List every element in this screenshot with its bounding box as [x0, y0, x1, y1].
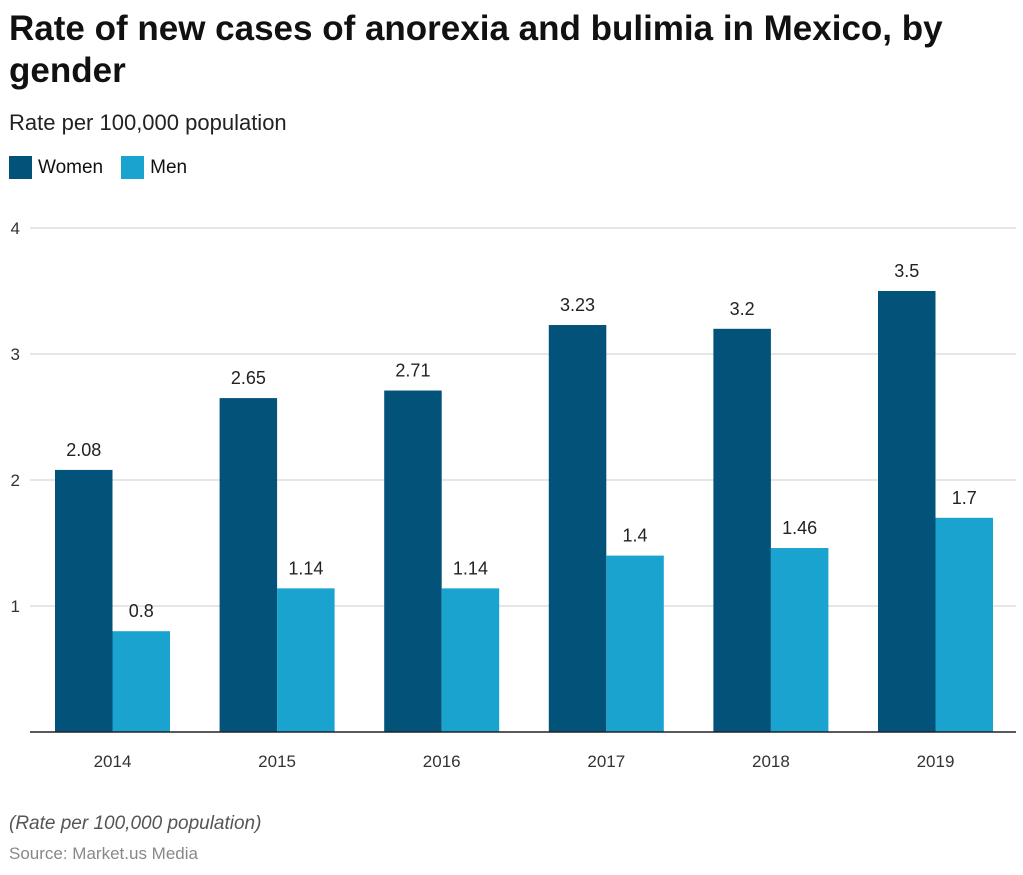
data-label: 3.23 — [560, 295, 595, 315]
legend-label-men: Men — [150, 156, 188, 178]
data-label: 2.71 — [395, 361, 430, 381]
y-tick-label: 3 — [11, 345, 20, 364]
data-label: 3.2 — [730, 299, 755, 319]
legend-item-women: Women — [9, 156, 103, 179]
y-tick-label: 2 — [11, 471, 20, 490]
bar-women — [384, 390, 442, 732]
bar-men — [441, 588, 500, 732]
legend-label-women: Women — [38, 156, 104, 178]
data-label: 0.8 — [129, 601, 154, 621]
bar-women — [55, 469, 113, 732]
y-tick-label: 1 — [11, 597, 20, 616]
data-label: 2.08 — [66, 440, 101, 460]
bar-men — [112, 631, 170, 732]
data-label: 3.5 — [894, 261, 919, 281]
bar-men — [770, 548, 829, 732]
data-label: 1.46 — [782, 518, 817, 538]
x-tick-label: 2014 — [94, 752, 132, 771]
chart-title: Rate of new cases of anorexia and bulimi… — [9, 9, 943, 90]
x-tick-label: 2018 — [752, 752, 790, 771]
legend-swatch-women — [9, 156, 32, 179]
legend: Women Men — [9, 156, 187, 179]
bar-women — [713, 328, 771, 732]
data-label: 1.14 — [288, 558, 323, 578]
bar-chart: 1 2 3 4 2.08 0.8 2014 2.65 1.14 2015 2.71 1.14 2016 3… — [11, 219, 1016, 771]
bar-women — [219, 398, 278, 732]
bar-men — [935, 517, 993, 732]
x-tick-label: 2019 — [917, 752, 955, 771]
legend-swatch-men — [121, 156, 145, 179]
data-label: 1.14 — [453, 558, 488, 578]
bar-men — [606, 555, 664, 732]
data-label: 2.65 — [231, 368, 266, 388]
bar-men — [277, 588, 335, 732]
chart-subtitle: Rate per 100,000 population — [9, 110, 287, 135]
y-tick-label: 4 — [11, 219, 20, 238]
x-tick-label: 2015 — [258, 752, 296, 771]
data-label: 1.4 — [623, 526, 648, 546]
legend-item-men: Men — [121, 156, 187, 179]
bar-women — [878, 291, 936, 732]
bar-women — [548, 325, 607, 732]
chart-source: Source: Market.us Media — [9, 844, 198, 863]
x-tick-label: 2016 — [423, 752, 461, 771]
data-label: 1.7 — [952, 488, 977, 508]
x-tick-label: 2017 — [587, 752, 625, 771]
chart-note: (Rate per 100,000 population) — [9, 813, 262, 834]
